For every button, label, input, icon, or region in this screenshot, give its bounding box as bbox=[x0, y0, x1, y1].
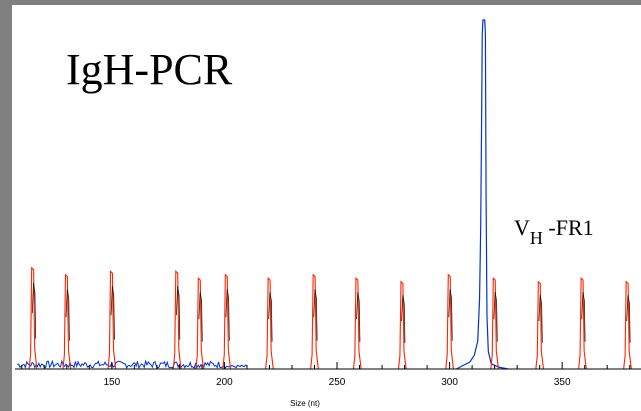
x-axis-title: Size (nt) bbox=[290, 399, 320, 408]
dark-overlay-trace bbox=[225, 288, 230, 341]
dark-overlay-trace bbox=[626, 294, 631, 343]
red-standard-peak bbox=[172, 269, 182, 370]
red-standard-peak bbox=[195, 276, 205, 370]
dark-overlay-trace bbox=[110, 285, 115, 340]
peak-annotation: VH -FR1 bbox=[514, 215, 594, 248]
dark-overlay-trace bbox=[356, 291, 361, 342]
dark-overlay-trace bbox=[538, 294, 543, 343]
red-standard-peak bbox=[490, 276, 500, 370]
red-standard-peak bbox=[222, 273, 232, 370]
dark-overlay-trace bbox=[448, 288, 453, 341]
x-tick-label: 300 bbox=[441, 377, 458, 388]
dark-overlay-trace bbox=[176, 285, 181, 340]
annotation-base: V bbox=[514, 215, 530, 240]
red-standard-peak bbox=[107, 269, 117, 370]
x-tick-layer: 150 200 250 300 350 bbox=[21, 362, 631, 388]
annotation-rest: -FR1 bbox=[543, 215, 594, 240]
x-tick-label: 150 bbox=[103, 377, 120, 388]
chart-title: IgH-PCR bbox=[66, 45, 233, 94]
red-standard-peak bbox=[623, 280, 632, 370]
x-tick-label: 350 bbox=[554, 377, 571, 388]
dark-overlay-trace bbox=[493, 291, 498, 342]
dark-overlay-trace bbox=[198, 291, 203, 342]
dark-overlay-trace bbox=[401, 294, 406, 343]
red-standard-peak bbox=[445, 273, 454, 370]
red-standard-peak bbox=[397, 280, 407, 370]
red-standard-peak bbox=[535, 280, 545, 370]
annotation-subscript: H bbox=[530, 228, 543, 248]
red-standard-peak bbox=[265, 276, 274, 370]
dark-overlay-trace bbox=[581, 291, 586, 342]
dark-overlay-trace bbox=[268, 291, 273, 342]
red-standard-peak bbox=[62, 273, 72, 370]
x-tick-label: 250 bbox=[329, 377, 346, 388]
plot-panel bbox=[12, 5, 641, 411]
blue-peak-trace bbox=[456, 19, 509, 370]
trace-layer bbox=[17, 19, 632, 370]
dark-overlay-trace bbox=[65, 288, 70, 341]
dark-overlay-trace bbox=[313, 288, 318, 341]
red-standard-peak bbox=[352, 276, 362, 370]
red-standard-peak bbox=[578, 276, 587, 370]
red-standard-peak bbox=[310, 273, 319, 370]
red-standard-peak bbox=[28, 266, 38, 370]
blue-noise-trace bbox=[17, 359, 248, 370]
x-tick-label: 200 bbox=[216, 377, 233, 388]
dark-overlay-trace bbox=[31, 282, 37, 339]
